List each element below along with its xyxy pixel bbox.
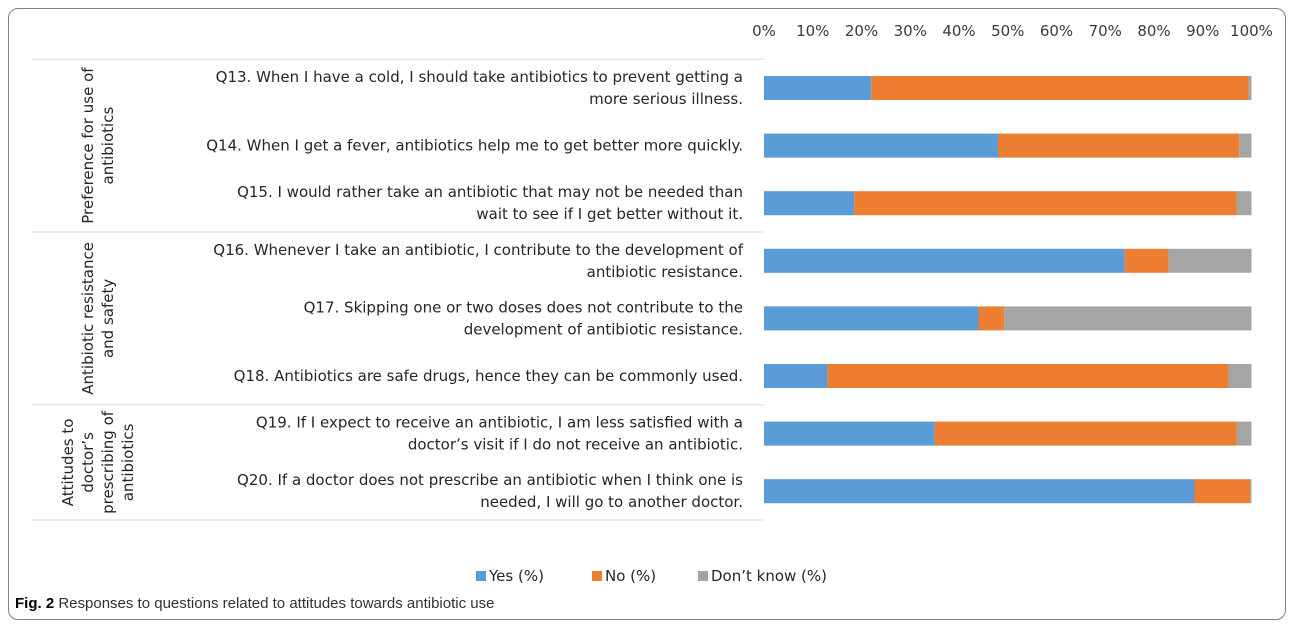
question-label-line: antibiotic resistance. (587, 263, 743, 281)
question-label: Q17. Skipping one or two doses does not … (304, 298, 743, 338)
caption-text: Responses to questions related to attitu… (58, 595, 495, 612)
bar-segment (764, 248, 1125, 273)
bar-segment (764, 364, 828, 388)
figure-caption: Fig. 2 Responses to questions related to… (15, 595, 494, 612)
group-label-line: Attitudes to (59, 419, 77, 507)
question-label-line: Q14. When I get a fever, antibiotics hel… (206, 137, 743, 155)
bar-segment (1236, 421, 1252, 446)
bar-segment (764, 479, 1195, 504)
bar-segment (978, 306, 1005, 331)
x-tick-label: 30% (894, 22, 927, 40)
bar-segment (1168, 248, 1252, 273)
caption-label: Fig. 2 (15, 595, 55, 612)
group-label: Antibiotic resistance and safety (79, 242, 117, 395)
bar-segment (998, 133, 1240, 158)
bar-segment (764, 191, 855, 216)
question-label-line: doctor’s visit if I do not receive an an… (408, 436, 743, 454)
x-tick-label: 20% (845, 22, 878, 40)
bar-segment (764, 421, 935, 446)
question-label-line: needed, I will go to another doctor. (480, 493, 743, 511)
bar-segment (764, 76, 872, 100)
x-axis-ticks: 0% 10% 20% 30% 40% 50% 60% 70% 80% 90% 100% (752, 22, 1273, 40)
figure-frame (8, 8, 1286, 620)
question-label: Q20. If a doctor does not prescribe an a… (237, 471, 743, 511)
bar-segment (934, 421, 1237, 446)
x-tick-label: 70% (1089, 22, 1122, 40)
question-label: Q15. I would rather take an antibiotic t… (237, 183, 743, 223)
group-label-line: doctor’s (79, 432, 97, 493)
bar-segment (1248, 76, 1252, 100)
x-tick-label: 90% (1186, 22, 1219, 40)
x-tick-label: 40% (942, 22, 975, 40)
legend: Yes (%) No (%) Don’t know (%) (476, 567, 827, 585)
bar-segment (1194, 479, 1251, 504)
x-tick-label: 100% (1230, 22, 1273, 40)
bar-segment (1228, 364, 1252, 388)
question-label: Q19. If I expect to receive an antibioti… (256, 414, 743, 454)
group-dividers (32, 58, 764, 521)
question-label-line: Q16. Whenever I take an antibiotic, I co… (213, 241, 743, 259)
bar-segment (854, 191, 1237, 216)
bar-segment (1250, 479, 1252, 504)
group-label-line: prescribing of (99, 410, 117, 514)
group-labels: Preference for use of antibioticsAntibiot… (59, 67, 137, 514)
group-label-line: and safety (99, 279, 117, 358)
x-tick-label: 60% (1040, 22, 1073, 40)
legend-label: Yes (%) (488, 567, 544, 585)
stacked-bar-chart: 0% 10% 20% 30% 40% 50% 60% 70% 80% 90% 100% Prefer… (32, 22, 1273, 585)
question-label-line: development of antibiotic resistance. (464, 320, 743, 338)
question-label-line: Q18. Antibiotics are safe drugs, hence t… (234, 367, 743, 385)
bar-segment (1239, 133, 1252, 158)
question-label-line: Q20. If a doctor does not prescribe an a… (237, 471, 743, 489)
bar-segment (871, 76, 1249, 100)
legend-swatch (698, 571, 708, 581)
legend-label: Don’t know (%) (711, 567, 827, 585)
question-label-line: Q13. When I have a cold, I should take a… (216, 68, 743, 86)
question-labels: Q13. When I have a cold, I should take a… (206, 68, 743, 511)
question-label-line: Q19. If I expect to receive an antibioti… (256, 414, 743, 432)
question-label: Q13. When I have a cold, I should take a… (216, 68, 743, 108)
x-tick-label: 0% (752, 22, 776, 40)
bar-segment (827, 364, 1229, 388)
question-label: Q18. Antibiotics are safe drugs, hence t… (234, 367, 743, 385)
question-label-line: Q15. I would rather take an antibiotic t… (237, 183, 743, 201)
x-tick-label: 50% (991, 22, 1024, 40)
question-label-line: more serious illness. (589, 90, 743, 108)
question-label: Q16. Whenever I take an antibiotic, I co… (213, 241, 743, 281)
group-label: Attitudes to doctor’s prescribing of antibi… (59, 410, 137, 514)
bar-segment (764, 306, 979, 331)
question-label-line: wait to see if I get better without it. (476, 205, 743, 223)
bar-segment (1236, 191, 1252, 216)
legend-swatch (592, 571, 602, 581)
x-tick-label: 80% (1137, 22, 1170, 40)
group-label-line: antibiotics (99, 107, 117, 185)
group-label-line: Preference for use of (79, 67, 97, 224)
question-label-line: Q17. Skipping one or two doses does not … (304, 298, 743, 316)
x-tick-label: 10% (796, 22, 829, 40)
bar-segment (1124, 248, 1169, 273)
bar-segment (764, 133, 998, 158)
bar-segment (1004, 306, 1252, 331)
question-label: Q14. When I get a fever, antibiotics hel… (206, 137, 743, 155)
group-label: Preference for use of antibiotics (79, 67, 117, 224)
group-label-line: antibiotics (119, 423, 137, 501)
legend-swatch (476, 571, 486, 581)
group-label-line: Antibiotic resistance (79, 242, 97, 395)
legend-label: No (%) (605, 567, 656, 585)
bars (764, 76, 1252, 504)
